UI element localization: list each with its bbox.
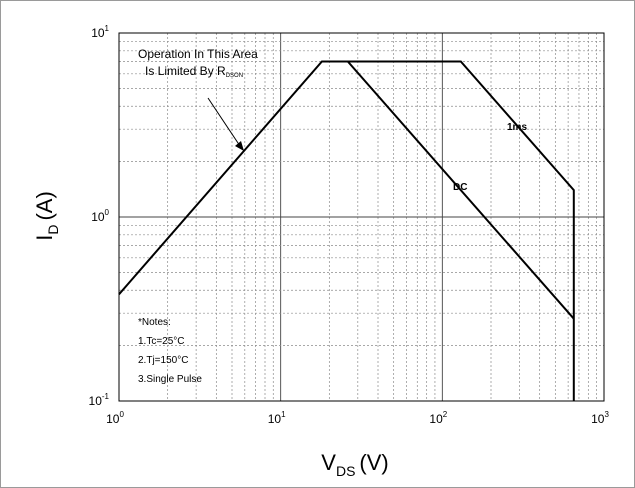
series-label-dc: DC xyxy=(453,182,467,193)
series-label-1ms: 1ms xyxy=(507,122,527,133)
annotation-arrow-line xyxy=(207,97,241,147)
notes-line-1: 1.Tc=25°C xyxy=(138,336,185,347)
y-tick-label: 10-1 xyxy=(89,392,110,408)
annotation-arrow-head xyxy=(235,141,244,151)
operation-area-label-text: Is Limited By R xyxy=(145,64,226,78)
series-line-dc xyxy=(321,60,575,320)
x-axis-label-unit: (V) xyxy=(359,450,388,475)
series-line-1ms xyxy=(118,60,575,401)
x-tick-label: 100 xyxy=(106,410,124,426)
series-group xyxy=(118,60,575,401)
operation-area-label-line1: Operation In This Area xyxy=(138,47,258,61)
y-axis-label-main: I xyxy=(32,235,57,241)
ticks: 100 101 102 103 10-1 100 101 xyxy=(89,24,610,426)
x-axis-label-main: V xyxy=(321,450,336,475)
x-tick-label: 102 xyxy=(429,410,447,426)
notes-line-2: 2.Tj=150°C xyxy=(138,355,188,366)
plot-area xyxy=(118,32,605,402)
operation-area-label-line2: Is Limited By RDSON xyxy=(145,64,243,79)
notes-line-3: 3.Single Pulse xyxy=(138,374,202,385)
y-axis-label: ID (A) xyxy=(32,191,61,241)
y-axis-label-sub: D xyxy=(45,225,61,235)
notes-title: *Notes: xyxy=(138,317,171,328)
y-axis-label-unit: (A) xyxy=(32,191,57,220)
x-tick-label: 101 xyxy=(268,410,286,426)
grid xyxy=(119,33,604,401)
operation-area-label-sub: DSON xyxy=(226,73,243,79)
y-tick-label: 101 xyxy=(91,24,109,40)
x-axis-label: VDS (V) xyxy=(321,450,388,479)
x-axis-label-sub: DS xyxy=(336,463,355,479)
y-tick-label: 100 xyxy=(91,208,109,224)
x-tick-label: 103 xyxy=(591,410,609,426)
